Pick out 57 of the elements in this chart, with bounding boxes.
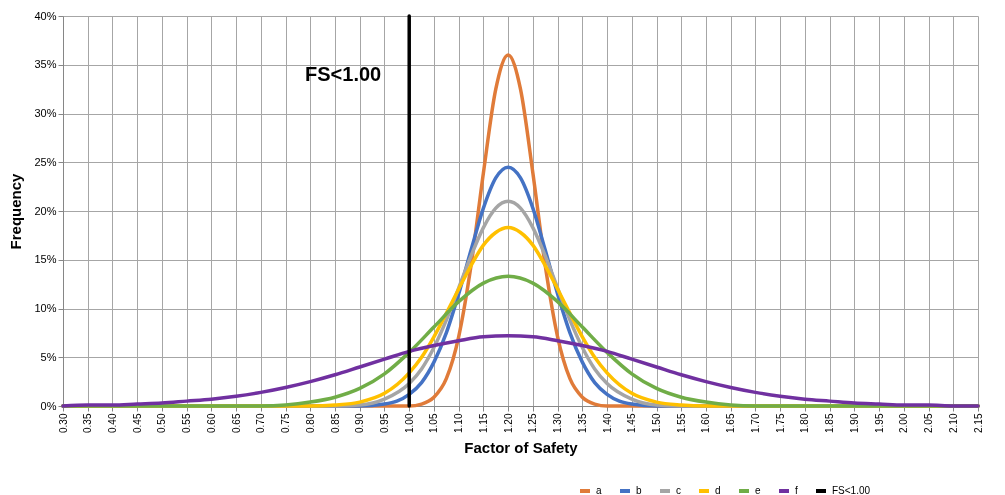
x-tick-label: 0.50 [156,413,168,433]
x-tick-label: 1.90 [848,413,860,433]
x-axis-title: Factor of Safety [464,438,579,456]
x-tick-label: 0.70 [255,413,267,433]
y-tick-label: 40% [34,9,57,22]
x-tick-label: 1.15 [477,413,489,433]
x-tick-label: 1.10 [453,413,465,433]
x-tick-label: 0.55 [181,413,193,433]
x-tick-label: 1.00 [403,413,415,433]
x-tick-label: 1.20 [502,413,514,433]
x-tick-label: 0.95 [378,413,390,433]
legend-label: b [636,485,642,495]
x-tick-label: 1.95 [873,413,885,433]
x-tick-label: 2.10 [947,413,959,433]
annotation: FS<1.00 [305,62,382,85]
x-tick-label: 0.65 [230,413,242,433]
legend-label: e [755,485,761,495]
x-tick-label: 0.60 [205,413,217,433]
y-tick-label: 15% [34,253,57,266]
x-tick-label: 1.45 [626,413,638,433]
x-tick-label: 1.80 [799,413,811,433]
x-tick-label: 1.60 [700,413,712,433]
x-tick-label: 0.45 [131,413,143,433]
y-tick-label: 35% [34,58,57,71]
x-tick-label: 1.70 [749,413,761,433]
y-tick-label: 20% [34,204,57,217]
x-tick-label: 2.05 [923,413,935,433]
legend-label: f [795,485,798,495]
legend-label: FS<1.00 [832,485,871,495]
y-tick-label: 0% [40,399,57,412]
x-tick-label: 0.40 [106,413,118,433]
x-tick-label: 0.75 [280,413,292,433]
x-tick-label: 0.30 [57,413,69,433]
legend-label: d [715,485,721,495]
legend-label: c [676,485,681,495]
x-tick-label: 0.85 [329,413,341,433]
x-tick-label: 1.40 [601,413,613,433]
y-tick-label: 10% [34,302,57,314]
x-tick-label: 1.05 [428,413,440,433]
y-tick-label: 30% [34,107,57,119]
x-tick-label: 0.90 [354,413,366,433]
x-tick-label: 2.15 [972,413,984,433]
y-tick-label: 5% [40,350,57,363]
x-tick-label: 0.35 [82,413,94,433]
x-tick-label: 1.50 [651,413,663,433]
x-tick-label: 1.85 [824,413,836,433]
y-tick-label: 25% [34,155,57,168]
x-tick-label: 0.80 [304,413,316,433]
x-tick-label: 1.30 [552,413,564,433]
y-axis-title: Frequency [7,172,25,250]
x-tick-label: 1.35 [576,413,588,433]
x-tick-label: 2.00 [898,413,910,433]
legend-label: a [596,485,602,495]
x-tick-label: 1.25 [527,413,539,433]
x-tick-label: 1.75 [774,413,786,433]
x-tick-label: 1.65 [725,413,737,433]
x-tick-label: 1.55 [675,413,687,433]
